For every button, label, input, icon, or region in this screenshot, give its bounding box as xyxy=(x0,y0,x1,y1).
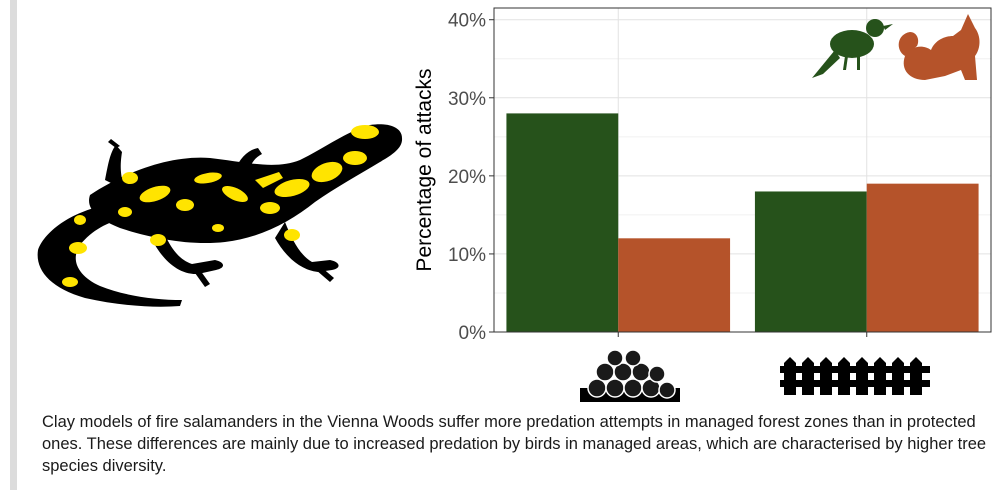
y-axis-label: Percentage of attacks xyxy=(413,68,436,271)
y-tick-label: 10% xyxy=(448,245,486,266)
x-axis-ticks xyxy=(617,332,868,337)
y-tick-label: 40% xyxy=(448,11,486,32)
plot-border xyxy=(493,7,992,333)
fence-icon xyxy=(780,357,930,395)
y-tick-label: 20% xyxy=(448,167,486,188)
bird-icon xyxy=(812,19,893,78)
y-tick-label: 30% xyxy=(448,89,486,110)
bar-fox-1 xyxy=(618,238,731,332)
left-accent-bar xyxy=(10,0,17,490)
predation-bar-chart: 0% 10% 20% 30% 40% Percentage of attacks xyxy=(413,7,992,402)
bar-bird-2 xyxy=(754,191,867,332)
figure-caption: Clay models of fire salamanders in the V… xyxy=(42,413,987,475)
bar-fox-2 xyxy=(866,183,979,332)
fire-salamander-illustration xyxy=(37,124,403,307)
bar-bird-1 xyxy=(506,113,619,333)
fox-icon xyxy=(898,14,980,80)
y-tick-label: 0% xyxy=(459,323,487,344)
y-axis-ticks: 0% 10% 20% 30% 40% xyxy=(448,11,494,344)
chart-bars xyxy=(506,113,979,333)
log-pile-icon xyxy=(580,349,680,402)
